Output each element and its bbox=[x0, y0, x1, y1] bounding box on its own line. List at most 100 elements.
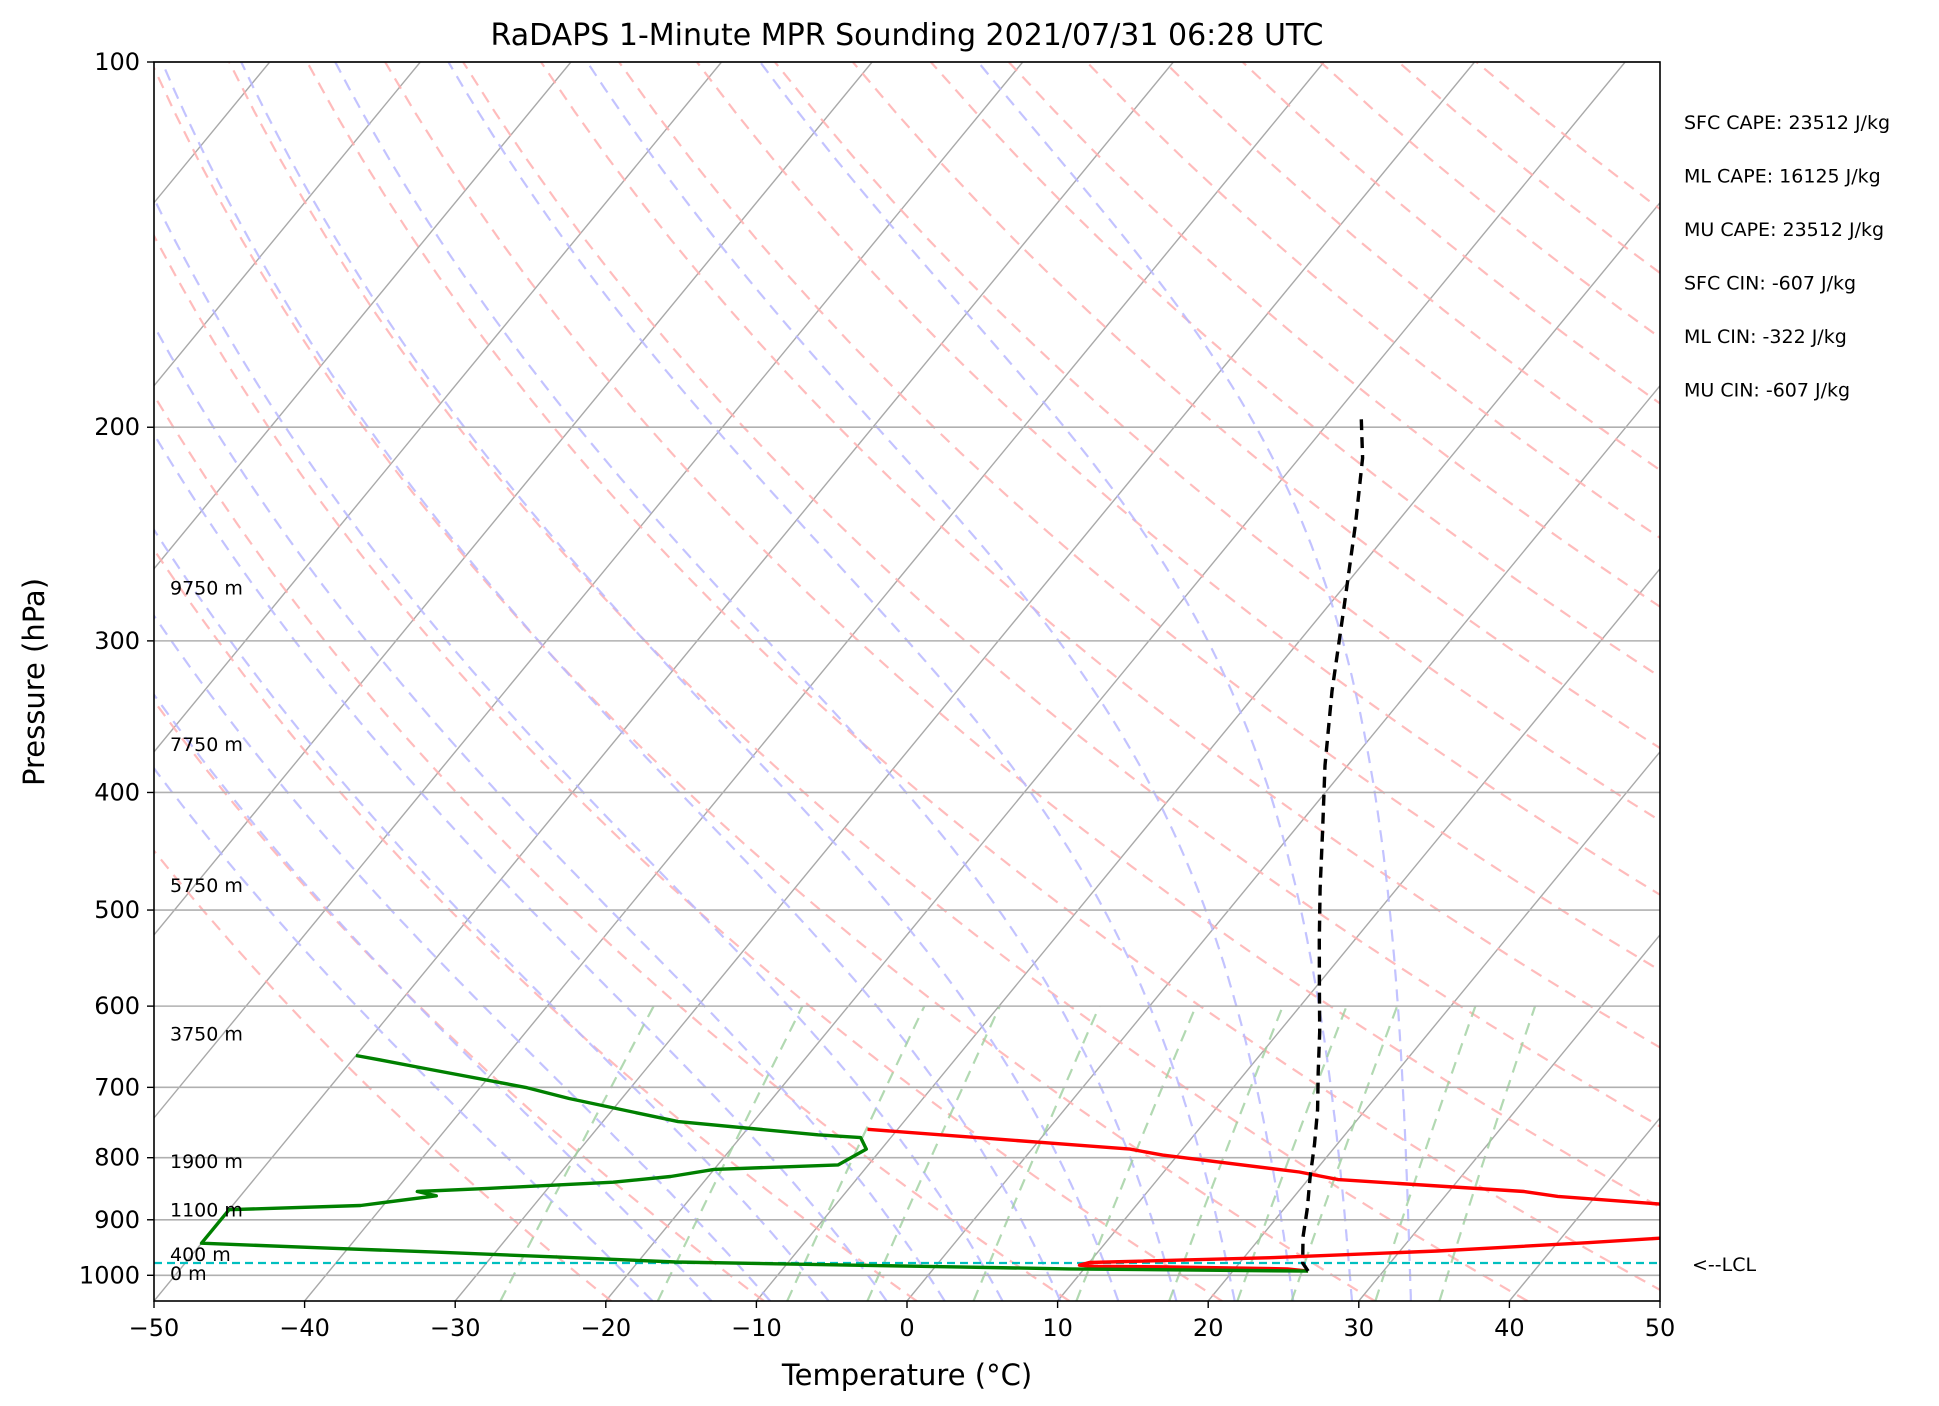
height-label: 7750 m bbox=[170, 734, 243, 756]
mixing-ratio-line bbox=[866, 1005, 1001, 1301]
dry-adiabat-line bbox=[154, 849, 612, 1301]
height-label: 0 m bbox=[170, 1263, 207, 1285]
moist-adiabat-line bbox=[160, 62, 1062, 1301]
y-tick-label: 100 bbox=[94, 48, 140, 76]
dry-adiabat-line bbox=[154, 547, 918, 1301]
isotherm-line bbox=[154, 62, 1024, 1120]
x-tick-label: −10 bbox=[731, 1314, 782, 1342]
dry-adiabat-line bbox=[618, 62, 1660, 972]
dry-adiabat-line bbox=[154, 65, 1376, 1301]
dry-adiabat-line bbox=[696, 62, 1660, 897]
mixing-ratio-line bbox=[1075, 1005, 1197, 1301]
dry-adiabat-line bbox=[1397, 62, 1660, 275]
isotherm-line bbox=[154, 62, 873, 936]
y-tick-label: 900 bbox=[94, 1206, 140, 1234]
stat-label: MU CAPE: 23512 J/kg bbox=[1684, 219, 1884, 241]
dry-adiabat-line bbox=[154, 393, 1071, 1301]
isotherm-line bbox=[154, 62, 723, 753]
height-label: 1900 m bbox=[170, 1151, 243, 1173]
chart-title: RaDAPS 1-Minute MPR Sounding 2021/07/31 … bbox=[491, 18, 1324, 53]
dry-adiabat-line bbox=[929, 62, 1660, 679]
moist-adiabat-line bbox=[586, 62, 1295, 1301]
isotherm-line bbox=[154, 62, 421, 387]
mixing-ratio-line bbox=[1438, 1005, 1537, 1301]
lcl-label: <--LCL bbox=[1692, 1254, 1756, 1276]
height-label: 3750 m bbox=[170, 1024, 243, 1046]
mixing-ratio-line bbox=[1374, 1005, 1477, 1301]
plot-frame bbox=[153, 61, 1661, 1302]
y-tick-label: 400 bbox=[94, 778, 140, 806]
height-label: 400 m bbox=[170, 1244, 231, 1266]
stat-label: ML CAPE: 16125 J/kg bbox=[1684, 166, 1881, 188]
moist-adiabat-line bbox=[154, 432, 888, 1301]
y-tick-label: 700 bbox=[94, 1073, 140, 1101]
moist-adiabat-line bbox=[154, 613, 772, 1301]
dry-adiabat-line bbox=[228, 62, 1529, 1301]
isotherm-line bbox=[1207, 750, 1660, 1301]
moist-adiabat-line bbox=[447, 62, 1236, 1301]
height-label: 5750 m bbox=[170, 875, 243, 897]
dry-adiabat-line bbox=[306, 62, 1660, 1292]
x-tick-label: 0 bbox=[899, 1314, 914, 1342]
y-tick-label: 300 bbox=[94, 627, 140, 655]
dry-adiabat-line bbox=[540, 62, 1660, 1049]
stat-label: MU CIN: -607 J/kg bbox=[1684, 380, 1850, 402]
dry-adiabat-line bbox=[384, 62, 1660, 1209]
isotherm-line bbox=[1057, 567, 1660, 1301]
stat-label: SFC CAPE: 23512 J/kg bbox=[1684, 112, 1890, 134]
dry-adiabat-line bbox=[154, 233, 1223, 1301]
x-tick-label: −50 bbox=[129, 1314, 180, 1342]
x-tick-label: 10 bbox=[1042, 1314, 1073, 1342]
isotherm-line bbox=[154, 62, 572, 570]
dry-adiabat-line bbox=[1241, 62, 1660, 405]
dry-adiabat-line bbox=[1007, 62, 1660, 608]
moist-adiabat-line bbox=[154, 323, 946, 1301]
y-tick-label: 600 bbox=[94, 992, 140, 1020]
dry-adiabat-line bbox=[774, 62, 1660, 822]
dry-adiabat-line bbox=[1319, 62, 1660, 340]
background-lines bbox=[154, 62, 1660, 1301]
dry-adiabat-line bbox=[1475, 62, 1660, 211]
x-tick-label: −30 bbox=[430, 1314, 481, 1342]
parcel-path-trace bbox=[1301, 419, 1365, 1273]
height-label: 9750 m bbox=[170, 577, 243, 599]
moist-adiabat-line bbox=[977, 62, 1412, 1301]
moist-adiabat-line bbox=[759, 62, 1354, 1301]
y-tick-label: 800 bbox=[94, 1144, 140, 1172]
moist-adiabat-line bbox=[154, 766, 654, 1301]
x-axis-label: Temperature (°C) bbox=[781, 1358, 1032, 1392]
isotherm-line bbox=[1358, 933, 1660, 1301]
moist-adiabat-line bbox=[154, 692, 713, 1301]
isotherm-line bbox=[605, 62, 1626, 1301]
isotherm-line bbox=[1659, 1299, 1660, 1301]
isotherm-line bbox=[755, 201, 1660, 1301]
dry-adiabat-line bbox=[851, 62, 1660, 750]
isotherm-line bbox=[454, 62, 1476, 1301]
x-tick-label: 20 bbox=[1193, 1314, 1224, 1342]
isotherm-line bbox=[906, 384, 1660, 1301]
y-axis-label: Pressure (hPa) bbox=[17, 578, 51, 786]
dry-adiabat-line bbox=[1085, 62, 1660, 540]
mixing-ratio-line bbox=[972, 1005, 1101, 1301]
isotherm-line bbox=[1508, 1116, 1660, 1301]
stat-label: SFC CIN: -607 J/kg bbox=[1684, 273, 1856, 295]
moist-adiabat-line bbox=[154, 196, 1004, 1301]
moist-adiabat-line bbox=[240, 62, 1120, 1301]
stat-label: ML CIN: -322 J/kg bbox=[1684, 326, 1847, 348]
sounding-traces bbox=[154, 419, 1660, 1273]
pressure-grid bbox=[154, 61, 1660, 1277]
moist-adiabat-line bbox=[154, 527, 830, 1301]
x-tick-label: 50 bbox=[1645, 1314, 1676, 1342]
isotherm-line bbox=[304, 62, 1325, 1301]
y-tick-label: 500 bbox=[94, 896, 140, 924]
x-tick-label: 40 bbox=[1494, 1314, 1525, 1342]
y-tick-label: 1000 bbox=[79, 1261, 140, 1289]
temperature-trace bbox=[867, 1127, 1660, 1273]
moist-adiabat-line bbox=[334, 62, 1178, 1301]
dry-adiabat-line bbox=[462, 62, 1660, 1128]
y-tick-label: 200 bbox=[94, 413, 140, 441]
x-tick-label: −20 bbox=[580, 1314, 631, 1342]
